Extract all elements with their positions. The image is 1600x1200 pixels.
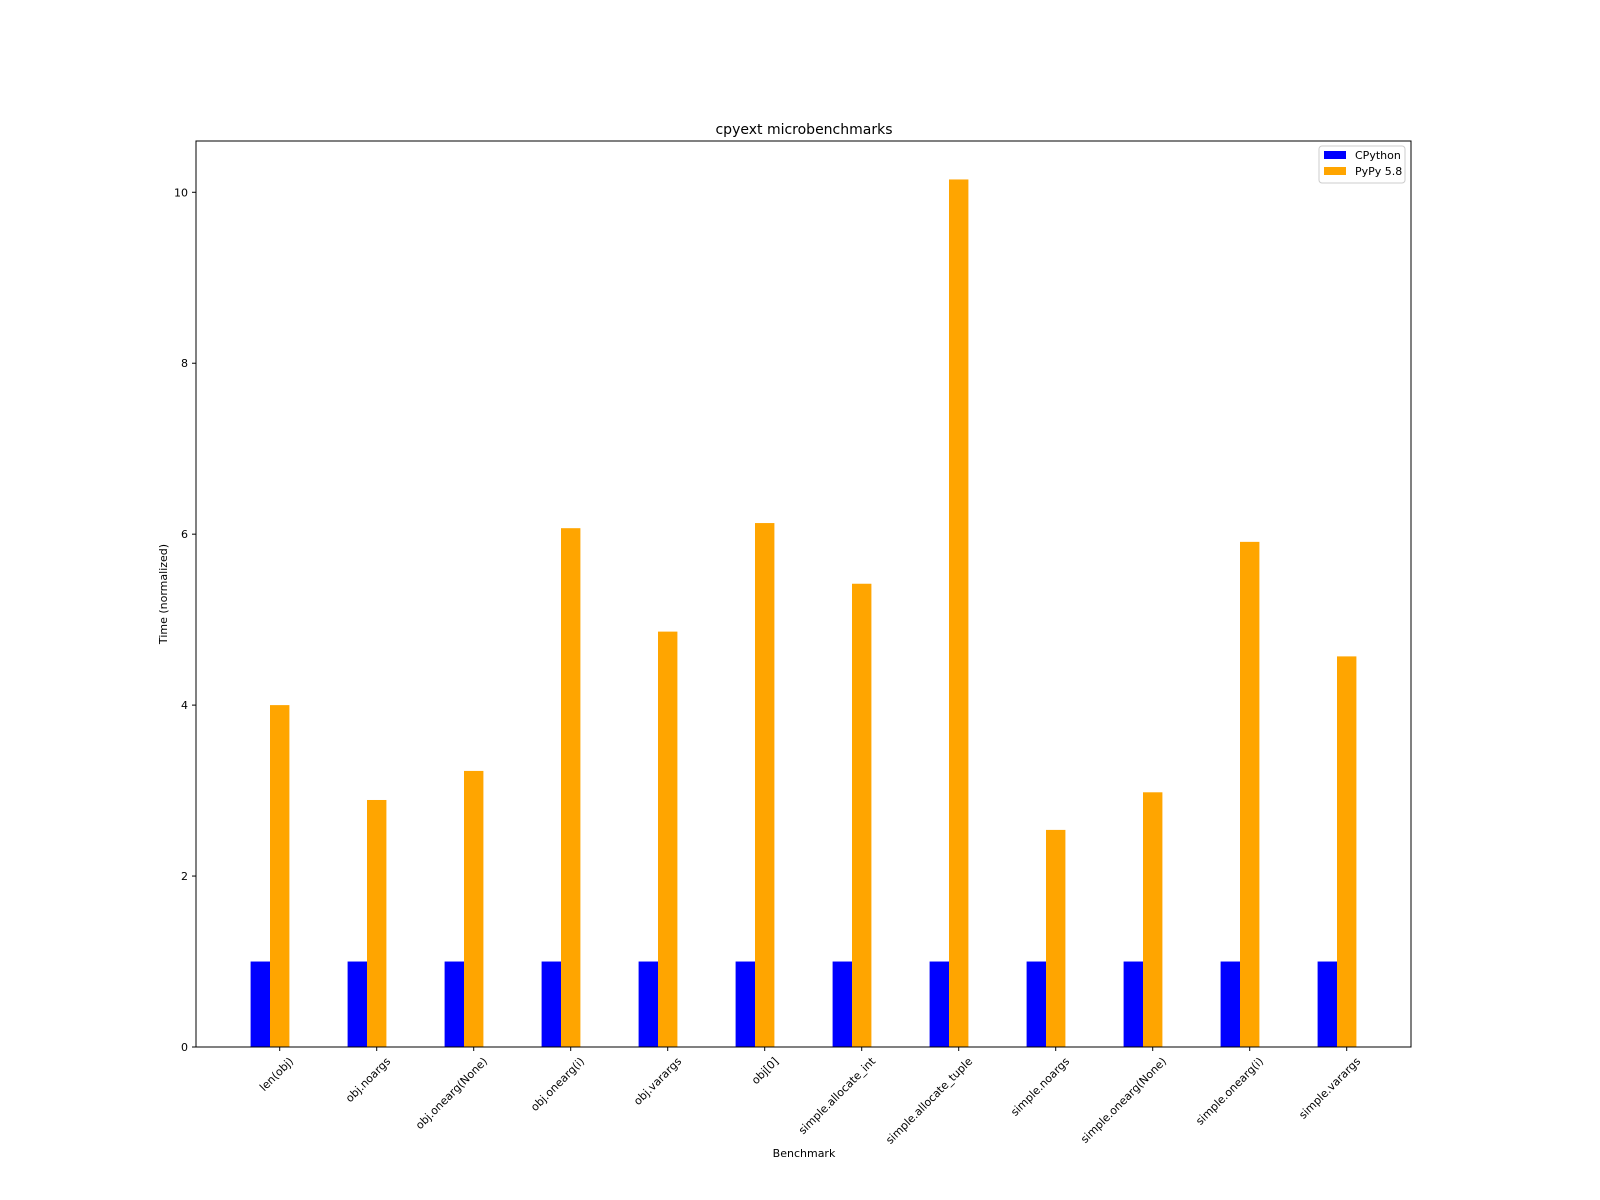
bars xyxy=(250,179,1357,1047)
y-tick-label: 4 xyxy=(181,699,188,712)
bar-pypy-5-8-9 xyxy=(1143,792,1163,1047)
y-tick-label: 2 xyxy=(181,870,188,883)
x-tick-label: obj.onearg(None) xyxy=(413,1055,490,1132)
bar-cpython-3 xyxy=(541,961,561,1047)
x-tick-label: obj.varargs xyxy=(631,1055,684,1108)
bar-cpython-6 xyxy=(832,961,852,1047)
legend-swatch-cpython xyxy=(1324,151,1346,159)
bar-pypy-5-8-11 xyxy=(1337,656,1357,1047)
bar-pypy-5-8-8 xyxy=(1046,829,1066,1047)
bar-cpython-11 xyxy=(1317,961,1337,1047)
bar-pypy-5-8-7 xyxy=(949,179,969,1047)
bar-pypy-5-8-4 xyxy=(658,631,678,1047)
bar-cpython-0 xyxy=(250,961,270,1047)
x-tick-label: simple.noargs xyxy=(1008,1055,1072,1119)
x-axis: len(obj) obj.noargs obj.onearg(None) obj.on… xyxy=(257,1047,1363,1147)
bar-pypy-5-8-5 xyxy=(755,523,775,1047)
x-tick-label: obj[0] xyxy=(749,1055,781,1087)
x-tick-label: len(obj) xyxy=(257,1055,296,1094)
x-tick-label: simple.allocate_tuple xyxy=(883,1055,975,1147)
legend-label-pypy: PyPy 5.8 xyxy=(1355,165,1402,178)
legend-label-cpython: CPython xyxy=(1355,149,1401,162)
x-tick-label: simple.onearg(i) xyxy=(1193,1055,1266,1128)
y-axis-label: Time (normalized) xyxy=(157,544,170,645)
bar-cpython-2 xyxy=(444,961,464,1047)
x-tick-label: obj.onearg(i) xyxy=(528,1055,587,1114)
x-tick-label: simple.allocate_int xyxy=(796,1054,879,1137)
bar-pypy-5-8-3 xyxy=(561,528,581,1047)
plot-frame xyxy=(195,140,1412,1048)
bar-pypy-5-8-0 xyxy=(270,705,290,1047)
x-tick-label: simple.varargs xyxy=(1296,1055,1363,1122)
legend-swatch-pypy xyxy=(1324,167,1346,175)
y-tick-label: 6 xyxy=(181,528,188,541)
y-tick-label: 0 xyxy=(181,1041,188,1054)
bar-cpython-7 xyxy=(929,961,949,1047)
bar-cpython-8 xyxy=(1026,961,1046,1047)
x-tick-label: simple.onearg(None) xyxy=(1078,1055,1169,1146)
bar-cpython-5 xyxy=(735,961,755,1047)
y-axis: 0 2 4 6 8 10 xyxy=(174,186,196,1054)
bar-pypy-5-8-6 xyxy=(852,583,872,1047)
bar-pypy-5-8-2 xyxy=(464,770,484,1047)
x-axis-label: Benchmark xyxy=(773,1147,836,1160)
bar-cpython-10 xyxy=(1220,961,1240,1047)
bar-pypy-5-8-10 xyxy=(1240,541,1260,1047)
chart-title: cpyext microbenchmarks xyxy=(715,122,892,138)
x-tick-label: obj.noargs xyxy=(343,1055,393,1105)
bar-cpython-9 xyxy=(1123,961,1143,1047)
y-tick-label: 10 xyxy=(174,186,188,199)
y-tick-label: 8 xyxy=(181,357,188,370)
bar-cpython-4 xyxy=(638,961,658,1047)
legend: CPython PyPy 5.8 xyxy=(1318,145,1406,184)
bar-cpython-1 xyxy=(347,961,367,1047)
bar-pypy-5-8-1 xyxy=(367,799,387,1047)
